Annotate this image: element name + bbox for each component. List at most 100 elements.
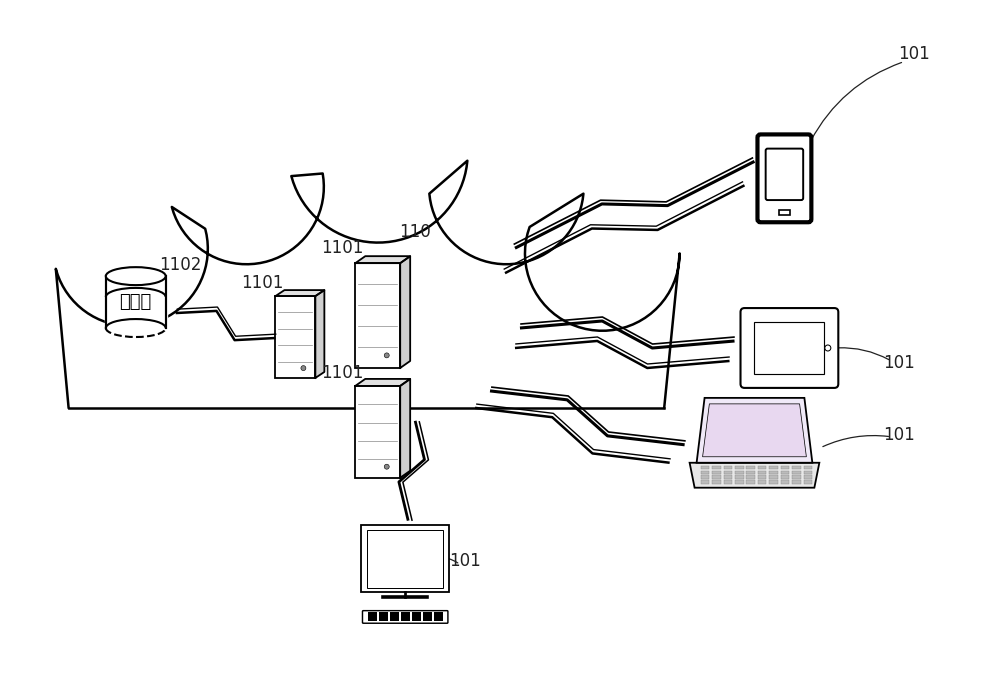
Text: 101: 101: [883, 354, 915, 372]
Polygon shape: [355, 379, 410, 386]
Text: 1101: 1101: [321, 364, 364, 382]
Text: 数据库: 数据库: [120, 293, 152, 311]
Bar: [804, 471, 812, 474]
Bar: [712, 480, 721, 484]
Text: 110: 110: [399, 223, 431, 241]
Bar: [355, 263, 400, 368]
Bar: [390, 615, 399, 617]
Bar: [275, 296, 315, 378]
Bar: [712, 471, 721, 474]
Bar: [355, 386, 400, 477]
Bar: [746, 475, 755, 479]
Bar: [758, 466, 766, 469]
Bar: [746, 471, 755, 474]
Bar: [701, 475, 709, 479]
Bar: [758, 471, 766, 474]
Ellipse shape: [106, 267, 166, 285]
Bar: [735, 471, 744, 474]
Bar: [361, 525, 449, 592]
Bar: [724, 475, 732, 479]
Bar: [423, 618, 432, 621]
Circle shape: [384, 464, 389, 469]
Bar: [401, 615, 410, 617]
Bar: [758, 480, 766, 484]
Bar: [746, 466, 755, 469]
Bar: [724, 466, 732, 469]
Bar: [434, 618, 443, 621]
Bar: [412, 615, 421, 617]
Text: 101: 101: [898, 44, 930, 63]
Bar: [792, 466, 801, 469]
Bar: [701, 466, 709, 469]
Bar: [355, 386, 400, 477]
Polygon shape: [400, 256, 410, 368]
Text: 1102: 1102: [159, 256, 202, 274]
Bar: [781, 471, 789, 474]
Bar: [735, 475, 744, 479]
Bar: [412, 618, 421, 621]
Bar: [275, 296, 315, 378]
Bar: [769, 471, 778, 474]
Text: 1101: 1101: [321, 239, 364, 257]
FancyBboxPatch shape: [757, 135, 811, 222]
Text: 1101: 1101: [241, 274, 284, 292]
Bar: [769, 475, 778, 479]
Bar: [769, 466, 778, 469]
Bar: [412, 612, 421, 615]
Bar: [401, 618, 410, 621]
Polygon shape: [400, 379, 410, 477]
Bar: [379, 618, 388, 621]
FancyBboxPatch shape: [766, 149, 803, 200]
Bar: [368, 615, 377, 617]
Bar: [355, 263, 400, 368]
Bar: [401, 612, 410, 615]
Bar: [434, 615, 443, 617]
Bar: [754, 322, 824, 374]
Bar: [423, 615, 432, 617]
Bar: [781, 475, 789, 479]
Bar: [390, 612, 399, 615]
Bar: [390, 618, 399, 621]
Bar: [746, 480, 755, 484]
Bar: [379, 615, 388, 617]
Bar: [379, 612, 388, 615]
Bar: [781, 466, 789, 469]
Bar: [735, 466, 744, 469]
Bar: [724, 471, 732, 474]
Polygon shape: [275, 290, 324, 296]
Bar: [423, 612, 432, 615]
Bar: [781, 480, 789, 484]
Bar: [804, 475, 812, 479]
Circle shape: [384, 353, 389, 358]
Circle shape: [825, 345, 831, 351]
Bar: [792, 480, 801, 484]
Bar: [367, 529, 443, 589]
FancyBboxPatch shape: [741, 308, 838, 388]
Bar: [701, 471, 709, 474]
Bar: [792, 471, 801, 474]
Bar: [106, 276, 166, 328]
Bar: [804, 466, 812, 469]
Bar: [724, 480, 732, 484]
Circle shape: [301, 365, 306, 371]
Bar: [758, 475, 766, 479]
Bar: [701, 480, 709, 484]
Polygon shape: [355, 256, 410, 263]
Polygon shape: [690, 463, 819, 488]
Text: 101: 101: [449, 552, 481, 570]
Bar: [712, 466, 721, 469]
Bar: [735, 480, 744, 484]
Polygon shape: [315, 290, 324, 378]
Bar: [434, 612, 443, 615]
Bar: [769, 480, 778, 484]
Text: 101: 101: [883, 426, 915, 444]
Polygon shape: [56, 161, 680, 408]
Polygon shape: [697, 398, 812, 463]
Bar: [804, 480, 812, 484]
Bar: [368, 618, 377, 621]
Polygon shape: [105, 276, 167, 328]
Bar: [712, 475, 721, 479]
Bar: [779, 210, 790, 215]
Polygon shape: [703, 404, 806, 457]
Bar: [368, 612, 377, 615]
